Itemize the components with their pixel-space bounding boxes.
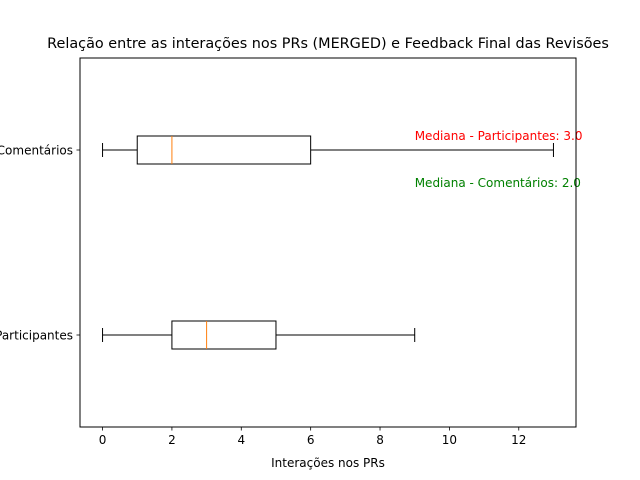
box-participantes xyxy=(102,320,416,350)
median-annotation: Mediana - Participantes: 3.0 xyxy=(415,129,583,143)
x-tick-label: 12 xyxy=(511,433,526,447)
box-iqr xyxy=(136,135,312,165)
median-annotation: Mediana - Comentários: 2.0 xyxy=(415,176,581,190)
plot-frame xyxy=(79,57,577,428)
x-tick-label: 2 xyxy=(168,433,176,447)
x-tick-label: 10 xyxy=(442,433,457,447)
x-tick-label: 8 xyxy=(376,433,384,447)
y-tick-label: Comentários xyxy=(0,144,73,158)
box-iqr xyxy=(171,320,277,350)
box-comentários xyxy=(102,135,554,165)
y-tick-label: Participantes xyxy=(0,329,73,343)
x-axis-label: Interações nos PRs xyxy=(271,456,385,470)
x-tick-label: 0 xyxy=(99,433,107,447)
chart-title: Relação entre as interações nos PRs (MER… xyxy=(47,36,609,52)
x-tick-label: 6 xyxy=(307,433,315,447)
x-tick-label: 4 xyxy=(237,433,245,447)
